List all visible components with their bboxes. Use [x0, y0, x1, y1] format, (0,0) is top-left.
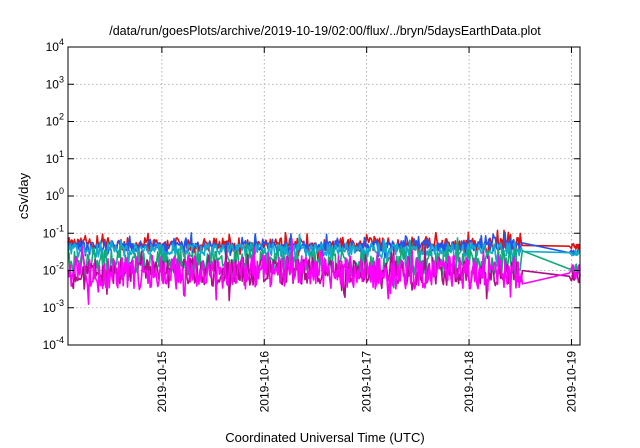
chart-title: /data/run/goesPlots/archive/2019-10-19/0…	[109, 24, 541, 38]
series-lines	[67, 229, 581, 306]
x-tick-label: 2019-10-17	[360, 351, 374, 413]
y-tick-label: 10-4	[43, 335, 64, 352]
y-tick-label: 10-3	[43, 298, 64, 315]
y-tick-label: 103	[46, 74, 64, 91]
series-line-6	[67, 238, 581, 306]
x-tick-label: 2019-10-15	[155, 351, 169, 413]
y-tick-label: 100	[46, 186, 64, 203]
y-tick-label: 101	[46, 149, 64, 166]
x-tick-label: 2019-10-16	[257, 351, 271, 413]
axis-ticks: 10-4 10-3 10-2 10-1 100 101 102 103 104 2019-10-1…	[43, 37, 580, 412]
grid	[68, 47, 580, 345]
y-tick-label: 102	[46, 112, 64, 129]
y-tick-label: 10-2	[43, 261, 64, 278]
x-axis-label: Coordinated Universal Time (UTC)	[225, 430, 424, 445]
x-tick-label: 2019-10-18	[462, 351, 476, 413]
x-tick-label: 2019-10-19	[564, 351, 578, 413]
y-tick-label: 104	[46, 37, 64, 54]
y-axis-label: cSv/day	[16, 172, 31, 219]
series-line-3	[67, 233, 581, 265]
series-line-1	[67, 229, 581, 261]
y-tick-label: 10-1	[43, 223, 64, 240]
